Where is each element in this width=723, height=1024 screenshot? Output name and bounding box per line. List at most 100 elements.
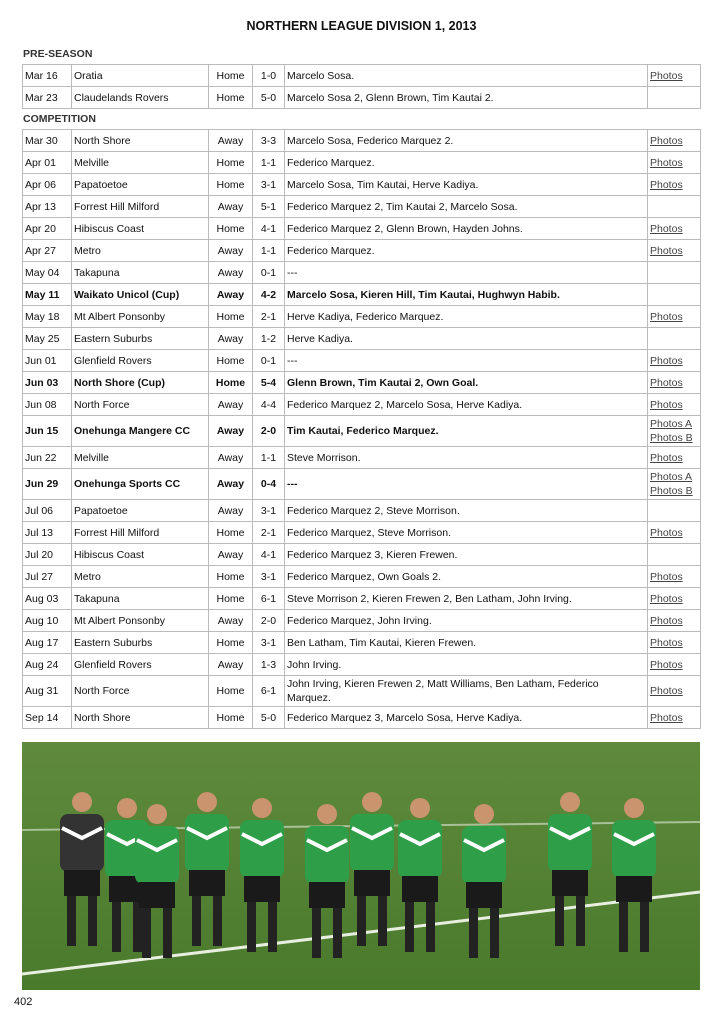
date: Apr 20 (22, 217, 72, 240)
score: 1-1 (252, 446, 285, 469)
date: Aug 10 (22, 609, 72, 632)
photos-link[interactable]: Photos (650, 376, 683, 389)
score: 2-1 (252, 521, 285, 544)
photos-link[interactable]: Photos (650, 636, 683, 649)
date: Jun 01 (22, 349, 72, 372)
scorers: Federico Marquez, John Irving. (284, 609, 648, 632)
photos-link[interactable]: Photos A (650, 418, 693, 430)
date: May 18 (22, 305, 72, 328)
photos-cell: Photos (647, 239, 701, 262)
photos-link[interactable]: Photos (650, 222, 683, 235)
photos-link[interactable]: Photos (650, 570, 683, 583)
venue: Home (208, 565, 253, 588)
photos-link[interactable]: Photos (650, 398, 683, 411)
photo-detail (410, 798, 430, 818)
photo-detail (252, 798, 272, 818)
photos-link[interactable]: Photos (650, 592, 683, 605)
opponent: North Force (71, 393, 209, 416)
venue: Home (208, 305, 253, 328)
match-row: Jul 27 Metro Home 3-1 Federico Marquez, Own … (22, 565, 701, 588)
match-row: Apr 13 Forrest Hill Milford Away 5-1 Federic… (22, 195, 701, 218)
photos-link[interactable]: Photos (650, 178, 683, 191)
photo-detail (241, 832, 283, 847)
photos-cell: Photos A Photos B (647, 468, 701, 500)
score: 1-3 (252, 653, 285, 676)
date: Jun 03 (22, 371, 72, 394)
photo-detail (147, 804, 167, 824)
photos-link[interactable]: Photos (650, 685, 683, 697)
photos-link[interactable]: Photos B (650, 432, 693, 444)
photo-detail (362, 792, 382, 812)
photos-cell: Photos A Photos B (647, 415, 701, 447)
photos-link[interactable]: Photos (650, 134, 683, 147)
photos-link[interactable]: Photos (650, 711, 683, 724)
section-label: COMPETITION (23, 113, 96, 125)
score: 6-1 (252, 587, 285, 610)
opponent: Eastern Suburbs (71, 631, 209, 654)
photos-cell (647, 327, 701, 350)
match-row: May 04 Takapuna Away 0-1 --- (22, 261, 701, 284)
date: Apr 01 (22, 151, 72, 174)
photos-cell (647, 261, 701, 284)
venue: Home (208, 217, 253, 240)
photos-link[interactable]: Photos (650, 526, 683, 539)
photos-link[interactable]: Photos B (650, 485, 693, 497)
photo-detail (616, 876, 652, 902)
photos-link[interactable]: Photos A (650, 471, 693, 483)
photo-detail (60, 814, 104, 872)
match-row: Mar 30 North Shore Away 3-3 Marcelo Sosa, Fe… (22, 129, 701, 152)
opponent: Hibiscus Coast (71, 543, 209, 566)
photos-link[interactable]: Photos (650, 354, 683, 367)
score: 3-1 (252, 631, 285, 654)
photo-detail (619, 902, 628, 952)
score: 0-1 (252, 261, 285, 284)
photo-detail (474, 804, 494, 824)
score: 5-0 (252, 706, 285, 729)
match-row: Sep 14 North Shore Home 5-0 Federico Marquez… (22, 706, 701, 729)
photo-detail (548, 814, 592, 872)
photos-link[interactable]: Photos (650, 310, 683, 323)
photos-link[interactable]: Photos (650, 614, 683, 627)
date: Jul 13 (22, 521, 72, 544)
match-row: Aug 10 Mt Albert Ponsonby Away 2-0 Federico … (22, 609, 701, 632)
venue: Away (208, 195, 253, 218)
photos-cell: Photos (647, 305, 701, 328)
venue: Away (208, 239, 253, 262)
photos-link[interactable]: Photos (650, 156, 683, 169)
opponent: Onehunga Mangere CC (71, 415, 209, 447)
photos-link[interactable]: Photos (650, 69, 683, 82)
match-row: Jun 01 Glenfield Rovers Home 0-1 --- Photos (22, 349, 701, 372)
photo-detail (549, 826, 591, 841)
score: 5-0 (252, 86, 285, 109)
photo-detail (426, 902, 435, 952)
scorers: --- (284, 261, 648, 284)
photos-link[interactable]: Photos (650, 244, 683, 257)
match-row: May 25 Eastern Suburbs Away 1-2 Herve Kadiya… (22, 327, 701, 350)
venue: Away (208, 468, 253, 500)
score: 5-4 (252, 371, 285, 394)
photo-detail (357, 896, 366, 946)
date: May 11 (22, 283, 72, 306)
match-row: Jul 13 Forrest Hill Milford Home 2-1 Federic… (22, 521, 701, 544)
results-table: Mar 16 Oratia Home 1-0 Marcelo Sosa. Photos Ma… (22, 64, 701, 109)
opponent: Forrest Hill Milford (71, 521, 209, 544)
match-row: Mar 16 Oratia Home 1-0 Marcelo Sosa. Photos (22, 64, 701, 87)
photo-detail (317, 804, 337, 824)
photos-cell: Photos (647, 565, 701, 588)
photos-link[interactable]: Photos (650, 451, 683, 464)
match-row: Jun 22 Melville Away 1-1 Steve Morrison. Phot… (22, 446, 701, 469)
match-row: Jun 15 Onehunga Mangere CC Away 2-0 Tim Kaut… (22, 415, 701, 447)
score: 3-1 (252, 499, 285, 522)
photos-cell (647, 283, 701, 306)
match-row: May 11 Waikato Unicol (Cup) Away 4-2 Marcelo… (22, 283, 701, 306)
match-row: Aug 03 Takapuna Home 6-1 Steve Morrison 2, K… (22, 587, 701, 610)
photo-detail (552, 870, 588, 896)
photos-link[interactable]: Photos (650, 658, 683, 671)
photo-detail (244, 876, 280, 902)
photo-detail (197, 792, 217, 812)
photo-detail (402, 876, 438, 902)
photo-detail (306, 838, 348, 853)
opponent: Melville (71, 151, 209, 174)
photo-detail (312, 908, 321, 958)
match-row: Aug 31 North Force Home 6-1 John Irving, Kie… (22, 675, 701, 707)
